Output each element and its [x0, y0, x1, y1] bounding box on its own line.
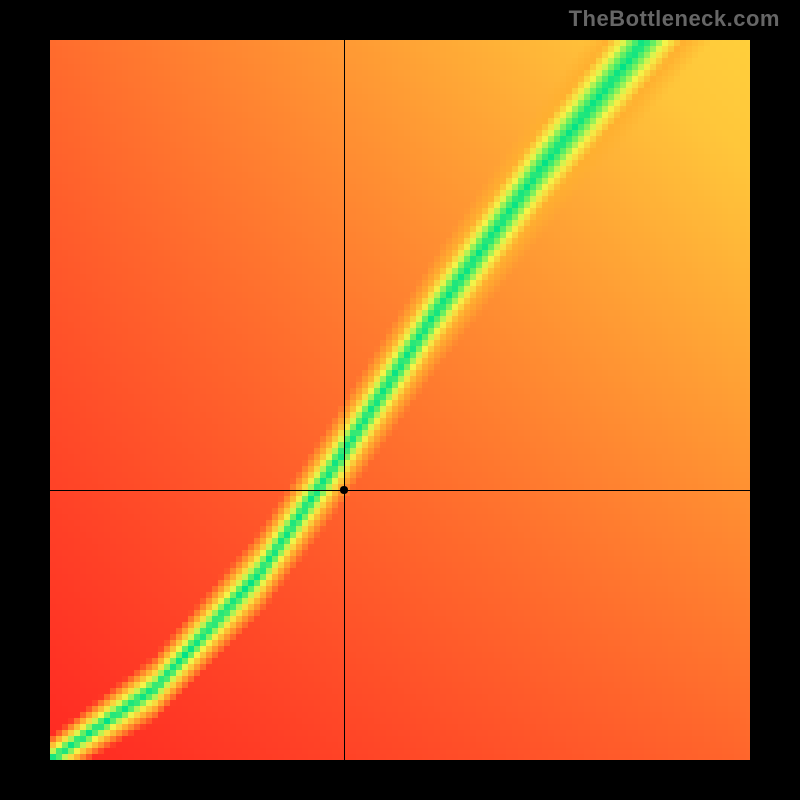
bottleneck-heatmap — [50, 40, 750, 760]
watermark-text: TheBottleneck.com — [569, 6, 780, 32]
